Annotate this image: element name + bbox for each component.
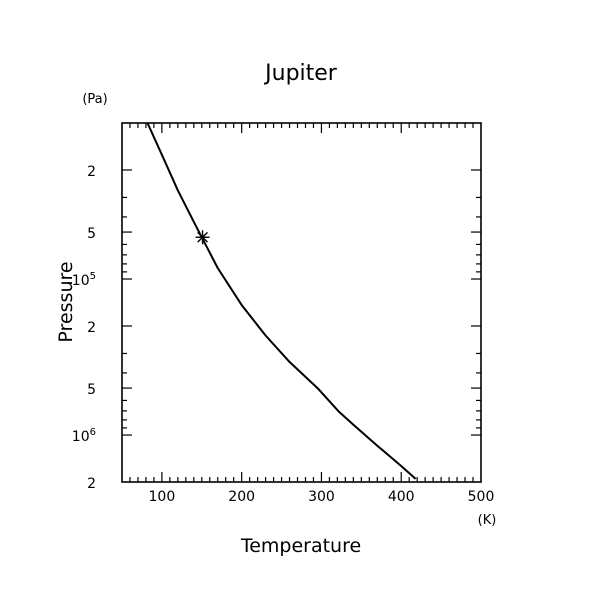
asterisk-stroke bbox=[197, 231, 208, 243]
x-tick-labels: 100 200 300 400 500 bbox=[149, 489, 495, 505]
x-tick-label: 500 bbox=[468, 489, 495, 505]
chart-title: Jupiter bbox=[263, 61, 338, 86]
y-axis-title: Pressure bbox=[55, 261, 77, 342]
y-tick-label: 105 bbox=[72, 271, 96, 289]
marker-layer bbox=[195, 230, 210, 245]
x-axis-ticks bbox=[129, 123, 474, 482]
y-tick-label: 2 bbox=[87, 320, 96, 336]
asterisk-marker bbox=[195, 230, 210, 245]
x-unit-label: (K) bbox=[478, 513, 497, 528]
y-unit-label: (Pa) bbox=[82, 92, 107, 107]
series-layer bbox=[146, 122, 417, 480]
x-axis-title: Temperature bbox=[240, 535, 361, 557]
y-axis-ticks bbox=[122, 169, 481, 436]
y-tick-label: 2 bbox=[87, 164, 96, 180]
x-tick-label: 200 bbox=[228, 489, 255, 505]
plot-frame bbox=[121, 122, 482, 483]
y-tick-label: 106 bbox=[72, 427, 96, 445]
x-tick-label: 300 bbox=[308, 489, 335, 505]
y-tick-label: 5 bbox=[87, 382, 96, 398]
x-tick-label: 400 bbox=[388, 489, 415, 505]
y-tick-label: 2 bbox=[87, 476, 96, 492]
y-tick-label: 5 bbox=[87, 226, 96, 242]
series-line bbox=[146, 122, 417, 480]
x-tick-label: 100 bbox=[149, 489, 176, 505]
